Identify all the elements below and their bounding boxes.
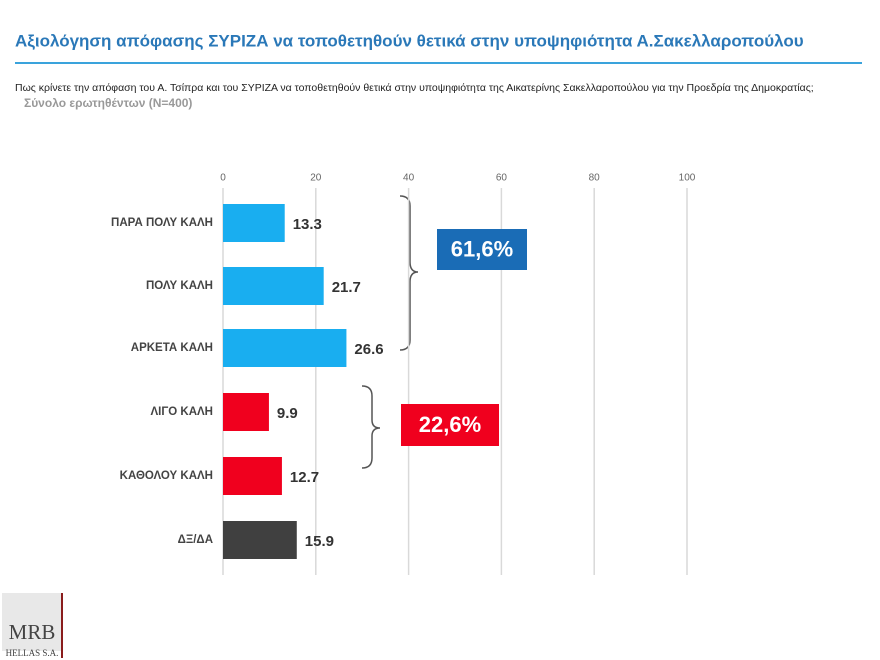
annotation-box — [401, 404, 499, 446]
annotation-box — [437, 229, 527, 270]
value-label: 12.7 — [290, 469, 319, 486]
bracket — [399, 195, 419, 351]
bracket — [361, 385, 381, 469]
chart-title: Αξιολόγηση απόφασης ΣΥΡΙΖΑ να τοποθετηθο… — [15, 31, 804, 50]
note: Σύνολο ερωτηθέντων (N=400) — [24, 96, 192, 110]
bar — [223, 393, 269, 431]
bar — [223, 521, 297, 559]
value-label: 26.6 — [354, 341, 383, 358]
bar — [223, 329, 347, 367]
x-tick-label: 60 — [496, 173, 508, 184]
value-label: 15.9 — [305, 533, 334, 550]
annotation: 61,6% — [451, 236, 513, 261]
x-tick-label: 0 — [220, 173, 226, 184]
y-tick-label: ΔΞ/ΔΑ — [178, 534, 213, 546]
y-tick-label: ΑΡΚΕΤΑ ΚΑΛΗ — [131, 342, 213, 354]
bar — [223, 204, 285, 242]
subtitle: Πως κρίνετε την απόφαση του Α. Τσίπρα κα… — [15, 82, 814, 94]
y-tick-label: ΠΟΛΥ ΚΑΛΗ — [146, 280, 213, 292]
x-tick-label: 100 — [679, 173, 696, 184]
annotation: 22,6% — [419, 412, 481, 437]
x-tick-label: 40 — [403, 173, 415, 184]
logo-box — [2, 593, 62, 651]
value-label: 13.3 — [293, 216, 322, 233]
logo: MRB HELLAS S.A. — [2, 593, 63, 658]
bar — [223, 267, 324, 305]
x-tick-label: 80 — [589, 173, 601, 184]
value-label: 21.7 — [332, 279, 361, 296]
y-tick-label: ΠΑΡΑ ΠΟΛΥ ΚΑΛΗ — [111, 217, 213, 229]
logo-sub: HELLAS S.A. — [6, 648, 59, 658]
logo-name: MRB — [9, 620, 56, 644]
y-tick-label: ΚΑΘΟΛΟΥ ΚΑΛΗ — [120, 470, 213, 482]
bar — [223, 457, 282, 495]
x-tick-label: 20 — [310, 173, 322, 184]
value-label: 9.9 — [277, 405, 298, 422]
y-tick-label: ΛΙΓΟ ΚΑΛΗ — [150, 406, 213, 418]
